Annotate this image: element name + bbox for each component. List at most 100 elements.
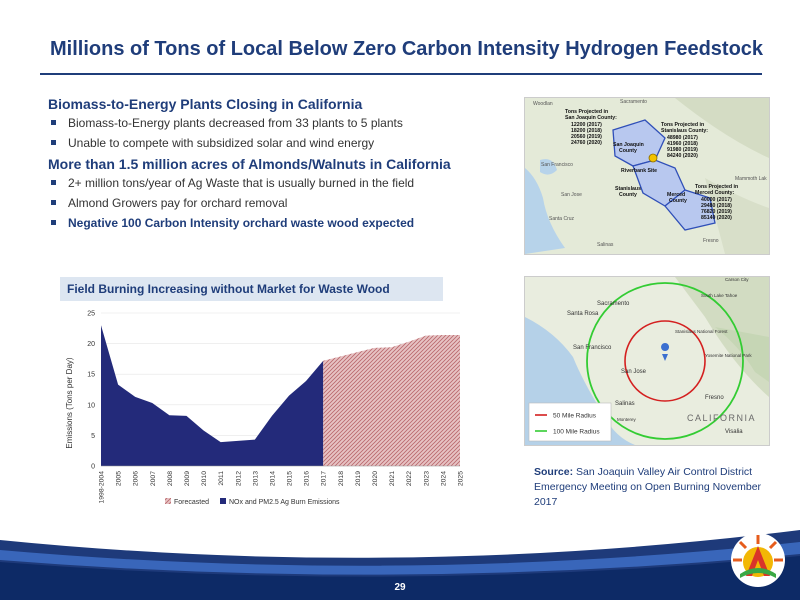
county-label: San Joaquin bbox=[613, 142, 644, 148]
x-tick-label: 2011 bbox=[218, 471, 225, 486]
location-pin-icon bbox=[661, 343, 670, 361]
map-tons-label: 18200 (2018) bbox=[571, 128, 602, 134]
map-city-label: Monterey bbox=[617, 417, 637, 422]
bullet-item: Unable to compete with subsidized solar … bbox=[48, 136, 508, 150]
map-city-label: Sacramento bbox=[620, 99, 647, 105]
logo-icon bbox=[731, 533, 785, 587]
legend-label-100: 100 Mile Radius bbox=[553, 429, 600, 436]
map-city-label: Woodlan bbox=[533, 101, 553, 107]
map-tons-label: Stanislaus County: bbox=[661, 128, 708, 134]
site-marker-icon bbox=[648, 153, 658, 163]
county-label: Stanislaus bbox=[615, 186, 641, 192]
map-city-label: Salinas bbox=[597, 242, 614, 248]
site-label: Riverbank Site bbox=[621, 168, 657, 174]
page-number: 29 bbox=[394, 582, 406, 593]
map-city-label: San Francisco bbox=[541, 162, 573, 168]
x-tick-label: 2008 bbox=[167, 471, 174, 486]
map-tons-label: 84240 (2020) bbox=[667, 153, 698, 159]
section1-bullets: Biomass-to-Energy plants decreased from … bbox=[48, 116, 508, 150]
map-legend-box bbox=[528, 402, 612, 442]
x-tick-label: 2009 bbox=[184, 471, 191, 486]
map-tons-label: 29480 (2018) bbox=[701, 203, 732, 209]
x-tick-label: 2023 bbox=[423, 471, 430, 486]
county-label: County bbox=[669, 198, 687, 204]
section2-bullets: 2+ million tons/year of Ag Waste that is… bbox=[48, 176, 508, 230]
chart-title-box: Field Burning Increasing without Market … bbox=[60, 277, 443, 301]
footer-band bbox=[0, 530, 800, 600]
x-tick-label: 2015 bbox=[287, 471, 294, 486]
map-city-label: Yosemite National Park bbox=[705, 353, 752, 358]
x-tick-label: 2021 bbox=[389, 471, 396, 486]
bullet-item: Biomass-to-Energy plants decreased from … bbox=[48, 116, 508, 130]
y-tick-label: 5 bbox=[91, 433, 95, 440]
map-city-label: South Lake Tahoe bbox=[701, 293, 738, 298]
page-title: Millions of Tons of Local Below Zero Car… bbox=[50, 38, 764, 60]
title-divider bbox=[40, 73, 762, 75]
source-label: Source: bbox=[534, 466, 574, 478]
x-tick-label: 2017 bbox=[321, 471, 328, 486]
x-tick-label: 2012 bbox=[235, 471, 242, 486]
area-series-emissions bbox=[101, 325, 324, 466]
map-tons-label: 40000 (2017) bbox=[701, 197, 732, 203]
x-tick-label: 2014 bbox=[269, 471, 276, 486]
x-tick-label: 2019 bbox=[355, 471, 362, 486]
map-tons-label: 20560 (2019) bbox=[571, 134, 602, 140]
radius-100-circle bbox=[586, 282, 744, 440]
x-tick-label: 2022 bbox=[406, 471, 413, 486]
map-tons-label: San Joaquin County: bbox=[565, 115, 617, 121]
x-tick-label: 2025 bbox=[458, 471, 465, 486]
radius-50-circle bbox=[624, 320, 706, 402]
map-tons-label: 24760 (2020) bbox=[571, 140, 602, 146]
bullet-item: Almond Growers pay for orchard removal bbox=[48, 196, 508, 210]
source-text: San Joaquin Valley Air Control District … bbox=[534, 466, 762, 508]
bullet-item: 2+ million tons/year of Ag Waste that is… bbox=[48, 176, 508, 190]
x-tick-label: 1998-2004 bbox=[99, 471, 106, 504]
section2-heading: More than 1.5 million acres of Almonds/W… bbox=[48, 156, 451, 172]
map-city-label: Salinas bbox=[615, 401, 635, 407]
map-city-label: Stanislaus National Forest bbox=[675, 329, 728, 334]
area-series-forecasted bbox=[323, 335, 460, 466]
map-tons-label: Merced County: bbox=[695, 190, 734, 196]
map-city-label: Santa Cruz bbox=[549, 216, 575, 222]
x-tick-label: 2005 bbox=[116, 471, 123, 486]
chart-title: Field Burning Increasing without Market … bbox=[67, 282, 390, 296]
map-state-label: CALIFORNIA bbox=[687, 413, 756, 423]
x-tick-label: 2024 bbox=[440, 471, 447, 486]
county-map: Sacramento San Francisco San Jose Santa … bbox=[524, 97, 770, 255]
x-tick-label: 2010 bbox=[201, 471, 208, 486]
x-tick-label: 2016 bbox=[304, 471, 311, 486]
source-citation: Source: San Joaquin Valley Air Control D… bbox=[534, 465, 774, 510]
map-tons-label: 85140 (2020) bbox=[701, 215, 732, 221]
map-city-label: San Jose bbox=[561, 192, 582, 198]
y-tick-label: 20 bbox=[87, 341, 95, 348]
legend-swatch bbox=[220, 498, 226, 504]
map-tons-label: Tons Projected in bbox=[695, 184, 738, 190]
y-axis-label: Emissions (Tons per Day) bbox=[65, 357, 74, 448]
x-tick-label: 2020 bbox=[372, 471, 379, 486]
map-tons-label: 41960 (2018) bbox=[667, 141, 698, 147]
map-tons-label: 12200 (2017) bbox=[571, 122, 602, 128]
content-text: Biomass-to-Energy Plants Closing in Cali… bbox=[48, 96, 508, 236]
map-city-label: Mammoth Lak bbox=[735, 176, 767, 182]
map-tons-label: 91980 (2019) bbox=[667, 147, 698, 153]
map-city-label: Carson City bbox=[725, 277, 749, 282]
legend-label: NOx and PM2.5 Ag Burn Emissions bbox=[229, 499, 340, 506]
map-city-label: San Francisco bbox=[573, 345, 612, 351]
map-tons-label: Tons Projected in bbox=[661, 122, 704, 128]
x-tick-label: 2007 bbox=[150, 471, 157, 486]
x-tick-label: 2013 bbox=[252, 471, 259, 486]
map-city-label: Santa Rosa bbox=[567, 311, 599, 317]
legend-label: Forecasted bbox=[174, 499, 209, 506]
radius-map: Sacramento Santa Rosa San Francisco San … bbox=[524, 276, 770, 446]
map-city-label: Visalia bbox=[725, 429, 743, 435]
legend-label-50: 50 Mile Radius bbox=[553, 413, 597, 420]
map-city-label: Sacramento bbox=[597, 301, 630, 307]
merced-county-shape bbox=[664, 189, 716, 231]
y-tick-label: 0 bbox=[91, 464, 95, 471]
y-tick-label: 25 bbox=[87, 311, 95, 318]
map-tons-label: Tons Projected in bbox=[565, 109, 608, 115]
map-city-label: Fresno bbox=[705, 395, 724, 401]
map-tons-label: 76820 (2019) bbox=[701, 209, 732, 215]
y-tick-label: 10 bbox=[87, 402, 95, 409]
